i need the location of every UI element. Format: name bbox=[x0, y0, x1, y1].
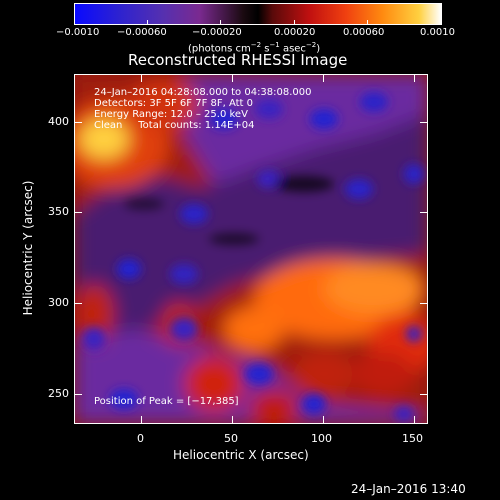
info-line-time: 24–Jan–2016 04:28:08.000 to 04:38:08.000 bbox=[94, 87, 312, 98]
colorbar-tick-label: 0.00060 bbox=[343, 27, 385, 38]
colorbar-tick-label: −0.00060 bbox=[117, 27, 167, 38]
x-tick-label: 100 bbox=[311, 432, 332, 445]
x-axis-ticks bbox=[74, 74, 428, 424]
y-tick-label: 250 bbox=[48, 387, 69, 400]
y-tick-label: 350 bbox=[48, 205, 69, 218]
info-line-energy: Energy Range: 12.0 – 25.0 keV bbox=[94, 109, 248, 120]
colorbar-unit-label: (photons cm−2 s−1 asec−2) bbox=[188, 41, 321, 55]
observation-info: 24–Jan–2016 04:28:08.000 to 04:38:08.000… bbox=[94, 87, 312, 131]
colorbar-tick-label: 0.00020 bbox=[274, 27, 316, 38]
y-axis-label: Heliocentric Y (arcsec) bbox=[21, 180, 35, 316]
x-axis-label: Heliocentric X (arcsec) bbox=[173, 448, 309, 462]
colorbar bbox=[74, 3, 442, 25]
footer-timestamp: 24–Jan–2016 13:40 bbox=[351, 482, 466, 496]
colorbar-ticks-marks bbox=[74, 20, 442, 24]
x-tick-label: 50 bbox=[224, 432, 238, 445]
y-tick-label: 300 bbox=[48, 296, 69, 309]
peak-position: Position of Peak = [−17,385] bbox=[94, 396, 239, 407]
rhessi-image bbox=[74, 74, 428, 424]
y-tick-label: 400 bbox=[48, 115, 69, 128]
info-line-detectors: Detectors: 3F 5F 6F 7F 8F, Att 0 bbox=[94, 98, 254, 109]
x-tick-label: 150 bbox=[402, 432, 423, 445]
info-line-clean: Clean Total counts: 1.14E+04 bbox=[94, 120, 255, 131]
colorbar-tick-label: −0.0010 bbox=[56, 27, 100, 38]
y-axis-ticks bbox=[74, 74, 428, 424]
y-axis-label-wrap: Heliocentric Y (arcsec) bbox=[0, 181, 113, 316]
plot-title: Reconstructed RHESSI Image bbox=[128, 51, 348, 69]
image-map bbox=[74, 74, 428, 424]
colorbar-tick-label: −0.00020 bbox=[192, 27, 242, 38]
x-tick-label: 0 bbox=[137, 432, 144, 445]
colorbar-tick-label: 0.0010 bbox=[420, 27, 455, 38]
plot-frame bbox=[74, 74, 428, 424]
